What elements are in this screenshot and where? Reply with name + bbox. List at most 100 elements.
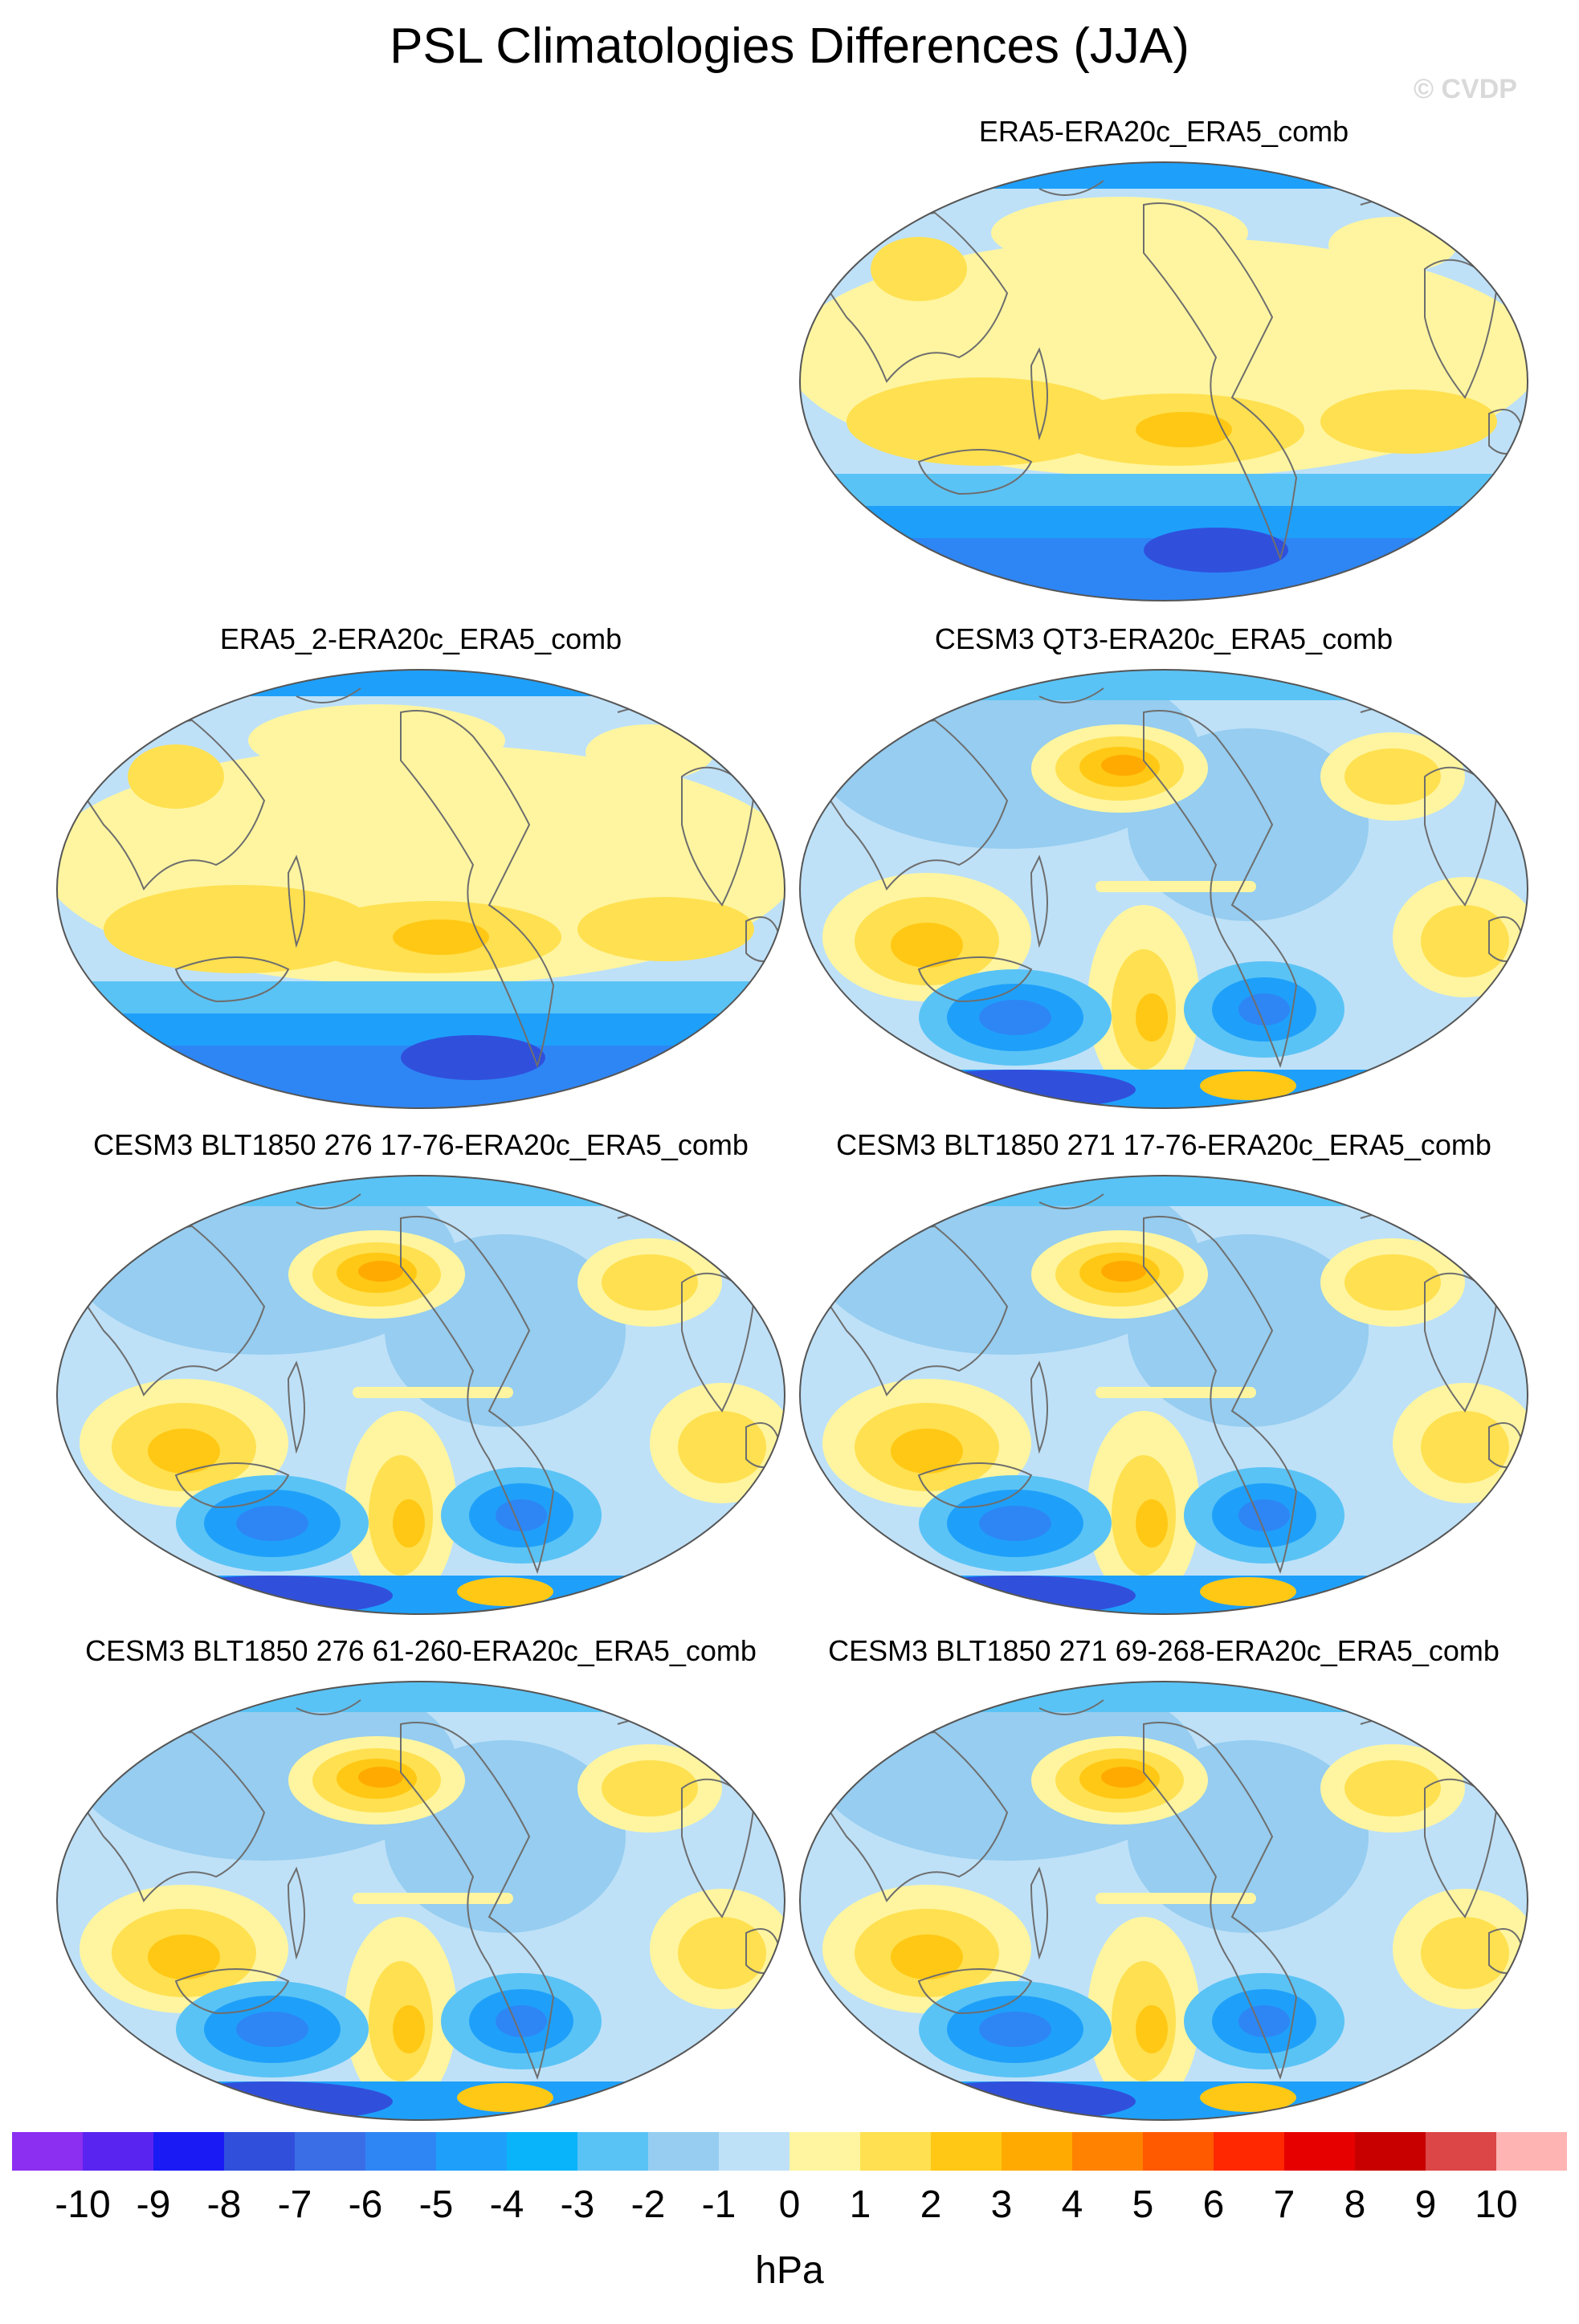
colorbar-swatch <box>507 2132 577 2171</box>
colorbar-tick-label: 8 <box>1344 2183 1366 2226</box>
positive-anomaly-equatorial-band <box>353 1893 513 1904</box>
positive-anomaly-equatorial-band <box>1096 881 1256 892</box>
positive-anomaly-south-pacific-core <box>1136 993 1168 1042</box>
colorbar-tick-label: -5 <box>418 2183 454 2226</box>
colorbar-swatch <box>1496 2132 1567 2171</box>
positive-anomaly-antarctic-peninsula <box>457 2083 553 2112</box>
coastline <box>1030 1866 1048 1960</box>
positive-anomaly-core <box>1136 412 1232 447</box>
colorbar-swatch <box>648 2132 719 2171</box>
coastline <box>400 1722 555 2080</box>
negative-band-antarctica <box>57 2081 785 2120</box>
coastline <box>287 1866 305 1960</box>
panel-title: ERA5-ERA20c_ERA5_comb <box>978 115 1349 148</box>
positive-anomaly-north-pacific-core <box>1101 1261 1146 1282</box>
colorbar-swatch <box>1426 2132 1496 2171</box>
colorbar-swatch <box>790 2132 860 2171</box>
positive-anomaly-south-pacific-core <box>1136 1499 1168 1547</box>
negative-anomaly-southern-ocean-core <box>236 2012 308 2047</box>
map-panel: CESM3 BLT1850 271 17-76-ERA20c_ERA5_comb <box>798 1128 1529 1615</box>
negative-anomaly-core <box>1144 528 1288 573</box>
positive-anomaly-core <box>393 919 489 955</box>
coastline <box>296 1193 361 1209</box>
colorbar-swatch <box>12 2132 83 2171</box>
positive-anomaly-north-pacific-core <box>1101 755 1146 776</box>
positive-anomaly-north-pacific <box>248 704 505 777</box>
positive-anomaly-north-atlantic <box>602 1760 698 1816</box>
positive-anomaly-tibet <box>871 237 967 301</box>
colorbar-tick-label: 5 <box>1132 2183 1154 2226</box>
panel-title: CESM3 BLT1850 276 61-260-ERA20c_ERA5_com… <box>85 1634 757 1667</box>
coastline <box>1030 854 1048 948</box>
coastline <box>1038 1699 1104 1715</box>
world-map <box>56 669 785 1109</box>
map-panel: ERA5_2-ERA20c_ERA5_comb <box>55 622 786 1109</box>
coastline <box>1143 710 1298 1068</box>
positive-anomaly-north-atlantic <box>585 724 714 781</box>
colorbar-swatch <box>1002 2132 1072 2171</box>
coastline <box>174 1968 290 2015</box>
colorbar-tick-label: -2 <box>630 2183 666 2226</box>
colorbar-tick-label: -3 <box>560 2183 595 2226</box>
colorbar-tick-label: -9 <box>136 2183 171 2226</box>
negative-band-antarctica <box>800 2081 1528 2120</box>
coastline <box>1424 1778 1499 1918</box>
coastline <box>174 1462 290 1509</box>
colorbar-swatch <box>719 2132 790 2171</box>
coastline <box>917 1968 1033 2015</box>
positive-anomaly-south-atlantic <box>577 897 754 961</box>
panel-title: CESM3 BLT1850 276 17-76-ERA20c_ERA5_comb <box>93 1128 749 1161</box>
negative-anomaly-southern-ocean-core <box>496 2005 547 2037</box>
positive-anomaly-south-indian-core <box>891 1935 963 1979</box>
colorbar-swatch <box>860 2132 931 2171</box>
positive-anomaly-south-indian-core <box>891 923 963 968</box>
positive-anomaly-equatorial-band <box>353 1387 513 1398</box>
negative-anomaly-southern-ocean-core <box>979 1506 1051 1541</box>
colorbar-swatch <box>577 2132 648 2171</box>
coastline <box>1424 766 1499 907</box>
colorbar-swatch <box>1355 2132 1426 2171</box>
colorbar-tick-label: -6 <box>348 2183 383 2226</box>
positive-anomaly-south-pacific-core <box>393 2005 425 2053</box>
coastline <box>1143 1216 1298 1574</box>
colorbar-tick-label: -7 <box>277 2183 312 2226</box>
watermark: © CVDP <box>1414 74 1517 104</box>
positive-anomaly-tibet <box>128 744 224 809</box>
panel-title: ERA5_2-ERA20c_ERA5_comb <box>219 622 622 655</box>
colorbar-tick-label: 7 <box>1273 2183 1295 2226</box>
positive-anomaly-antarctic-peninsula <box>1200 1071 1296 1100</box>
world-map <box>56 1175 785 1615</box>
colorbar-tick-label: 6 <box>1202 2183 1225 2226</box>
world-map <box>799 161 1528 601</box>
positive-anomaly-south-atlantic <box>678 1411 766 1483</box>
map-panel: CESM3 BLT1850 276 17-76-ERA20c_ERA5_comb <box>55 1128 786 1615</box>
colorbar-swatch <box>436 2132 507 2171</box>
colorbar-swatch <box>153 2132 224 2171</box>
coastline <box>400 710 555 1068</box>
figure-title: PSL Climatologies Differences (JJA) <box>390 18 1189 74</box>
coastline <box>400 1216 555 1574</box>
negative-band-southern-ocean <box>800 506 1528 538</box>
coastline <box>917 449 1033 495</box>
positive-anomaly-south-atlantic <box>1320 389 1497 454</box>
colorbar-tick-label: 2 <box>920 2183 942 2226</box>
coastline <box>1143 202 1298 561</box>
colorbar-swatch <box>295 2132 365 2171</box>
world-map <box>56 1681 785 2121</box>
positive-anomaly-south-indian-core <box>891 1429 963 1474</box>
map-border <box>799 1681 1528 2121</box>
colorbar-tick-label: 4 <box>1061 2183 1083 2226</box>
colorbar-tick-label: -4 <box>489 2183 524 2226</box>
colorbar-swatch <box>1143 2132 1214 2171</box>
negative-band-antarctica <box>57 1576 785 1614</box>
colorbar <box>12 2132 1567 2171</box>
positive-anomaly-north-atlantic <box>1344 1254 1441 1311</box>
panel-title: CESM3 BLT1850 271 69-268-ERA20c_ERA5_com… <box>828 1634 1499 1667</box>
positive-anomaly-antarctic-peninsula <box>1200 1577 1296 1606</box>
map-panel: CESM3 BLT1850 276 61-260-ERA20c_ERA5_com… <box>55 1634 786 2121</box>
coastline <box>1038 687 1104 703</box>
positive-anomaly-antarctic-peninsula <box>1200 2083 1296 2112</box>
map-border <box>799 161 1528 601</box>
coastline <box>1038 1193 1104 1209</box>
positive-anomaly-south-indian <box>104 885 377 973</box>
